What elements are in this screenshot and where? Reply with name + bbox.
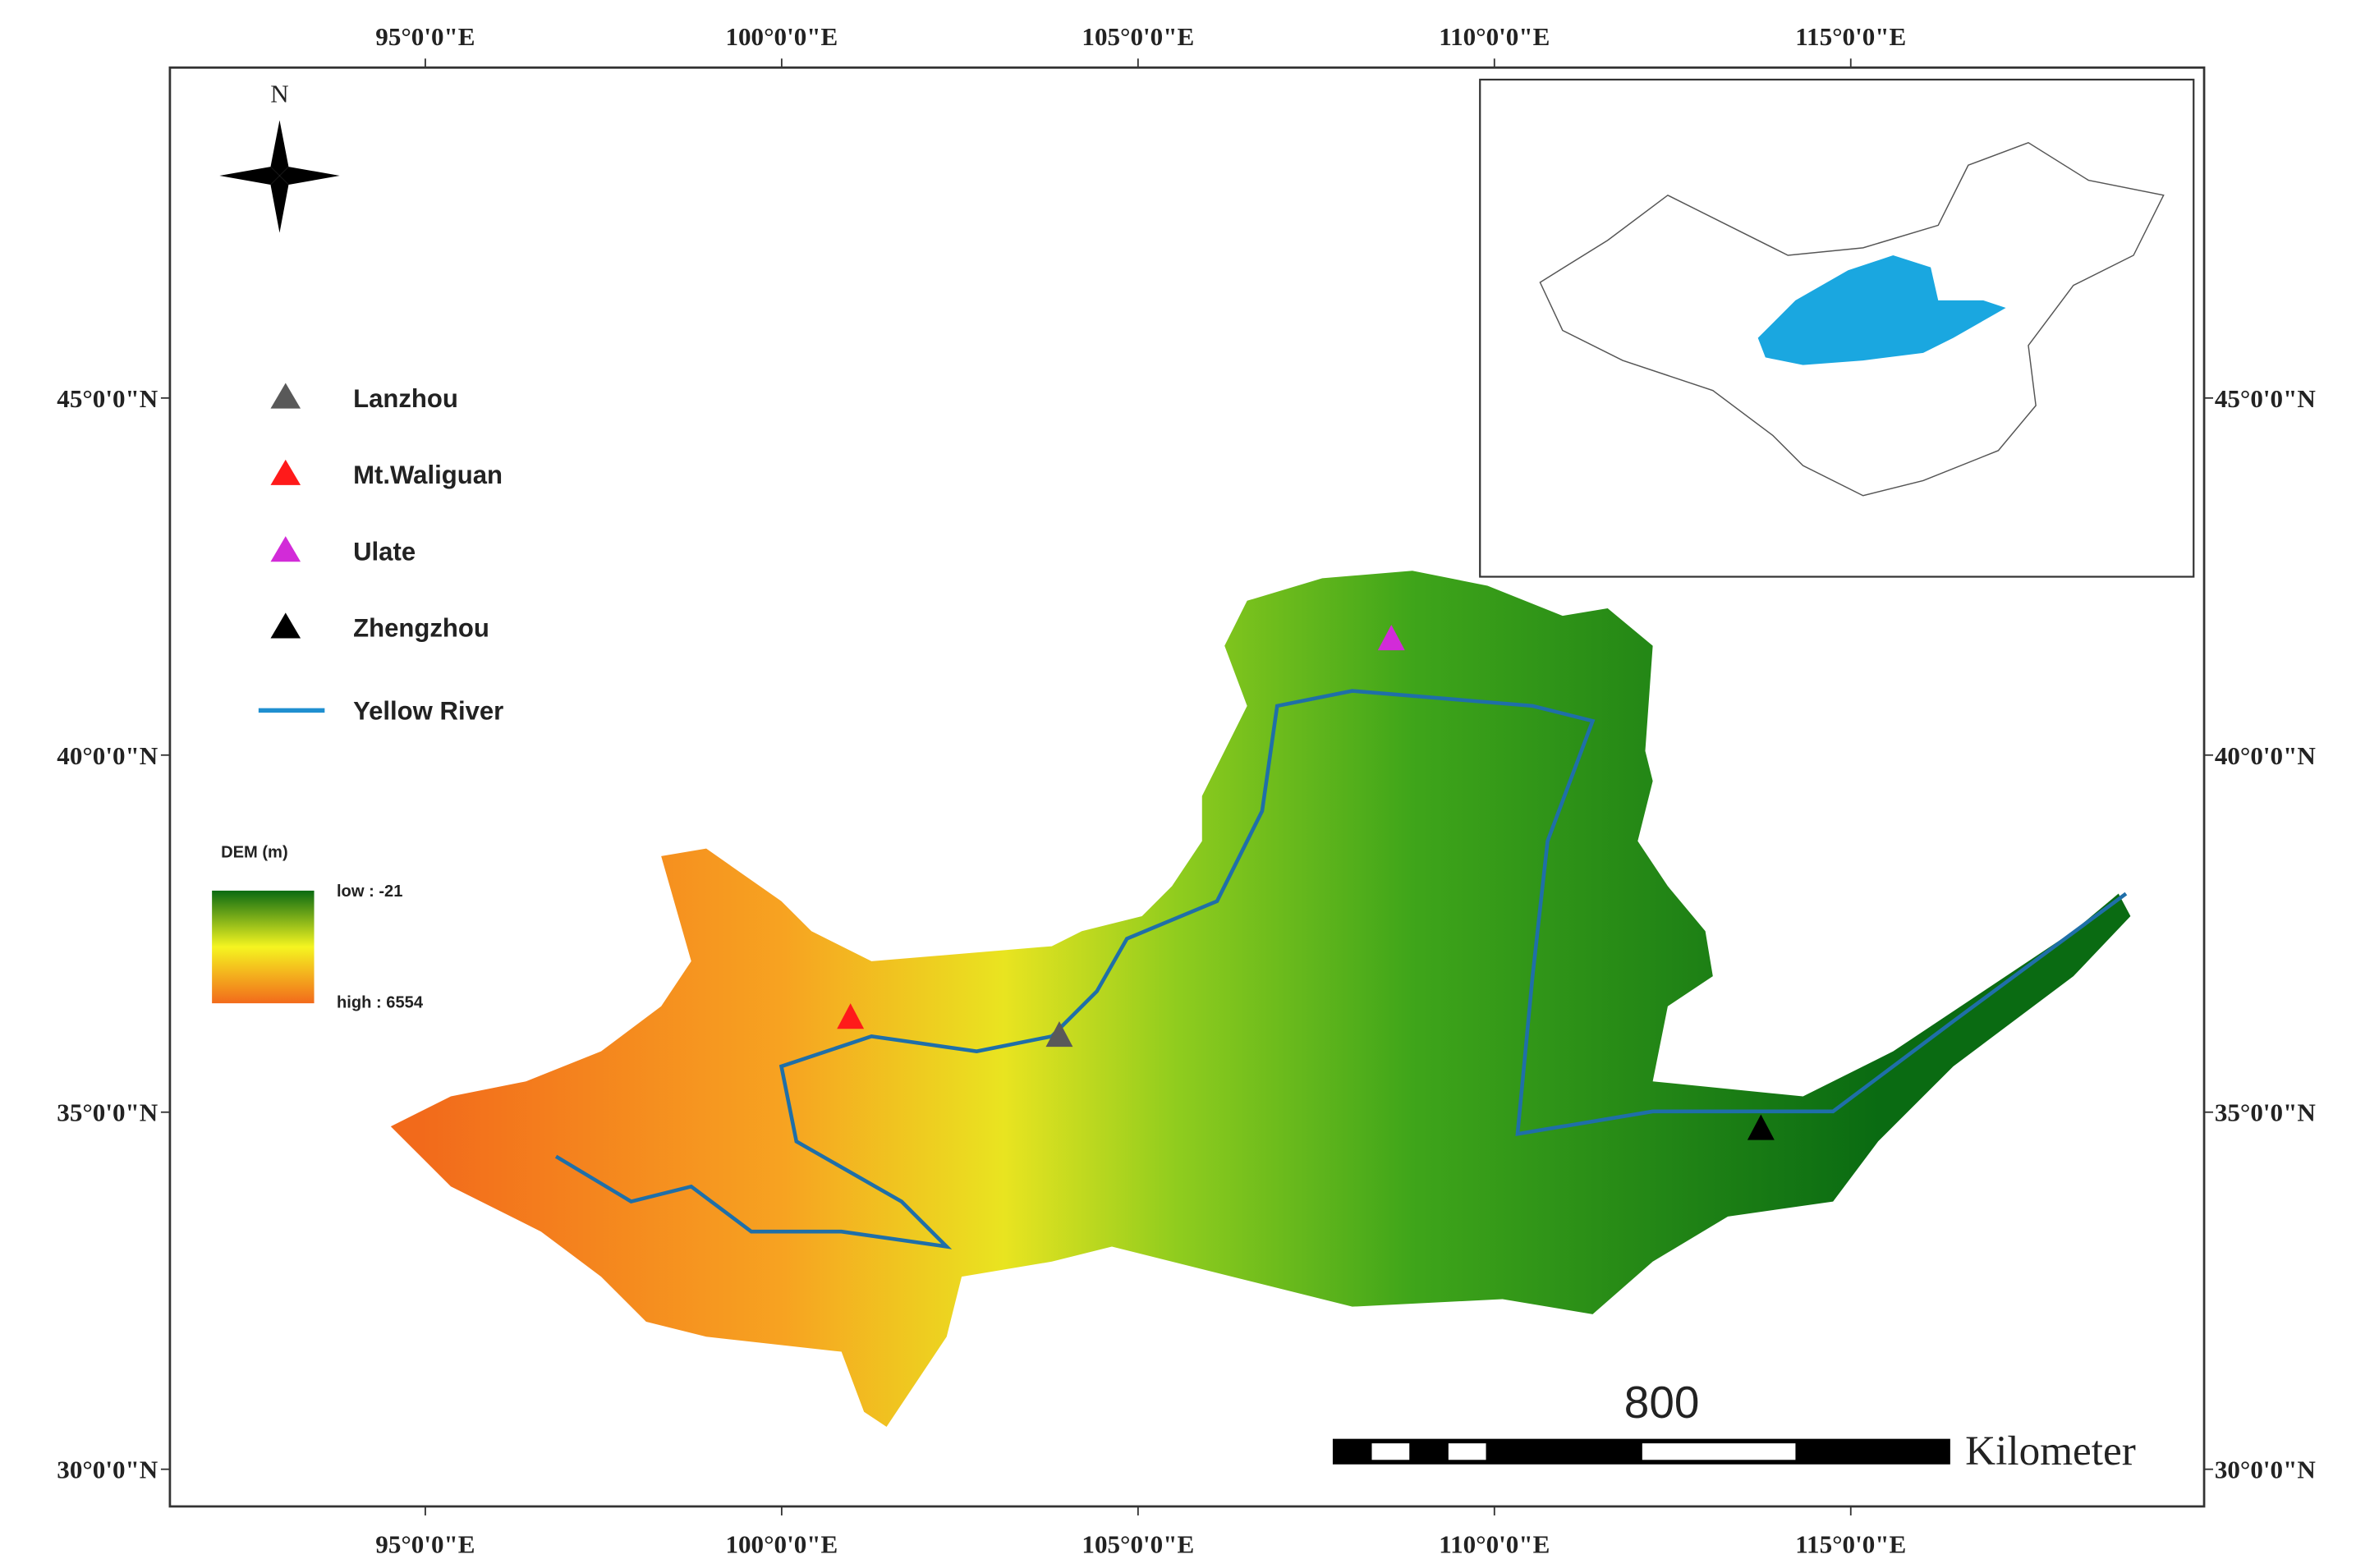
lon-tick-label: 100°0'0"E bbox=[725, 22, 838, 51]
legend-triangle bbox=[270, 536, 301, 562]
yellow-river-basin bbox=[390, 571, 2131, 1428]
legend-label: Yellow River bbox=[353, 696, 503, 725]
lon-tick-label: 110°0'0"E bbox=[1439, 1530, 1550, 1559]
lat-tick-label: 45°0'0"N bbox=[2215, 384, 2317, 413]
lon-tick-label: 95°0'0"E bbox=[375, 22, 475, 51]
graticule-ticks: 95°0'0"E 95°0'0"E 100°0'0"E 100°0'0"E 105°0'… bbox=[57, 22, 2316, 1559]
lon-tick-label: 105°0'0"E bbox=[1082, 22, 1194, 51]
lon-tick-label: 105°0'0"E bbox=[1082, 1530, 1194, 1559]
lat-tick-label: 35°0'0"N bbox=[2215, 1098, 2317, 1127]
legend-triangle bbox=[270, 459, 301, 485]
legend-label: Mt.Waliguan bbox=[353, 461, 503, 489]
dem-title: DEM (m) bbox=[221, 844, 288, 862]
legend-triangle bbox=[270, 612, 301, 639]
lat-tick-label: 40°0'0"N bbox=[57, 741, 158, 770]
legend-label: Ulate bbox=[353, 537, 416, 566]
legend-triangle bbox=[270, 383, 301, 409]
inset-basin bbox=[1757, 255, 2006, 365]
north-label: N bbox=[270, 79, 288, 108]
dem-high: high : 6554 bbox=[337, 994, 424, 1012]
station-zhengzhou bbox=[1747, 1114, 1775, 1140]
lat-tick-label: 40°0'0"N bbox=[2215, 741, 2317, 770]
lon-tick-label: 115°0'0"E bbox=[1795, 1530, 1906, 1559]
lon-tick-label: 95°0'0"E bbox=[375, 1530, 475, 1559]
scale-unit: Kilometer bbox=[1965, 1428, 2136, 1474]
scale-bar: 800 Kilometer bbox=[1332, 1377, 2136, 1474]
legend-label: Zhengzhou bbox=[353, 614, 489, 643]
scale-value: 800 bbox=[1624, 1377, 1700, 1428]
lon-tick-label: 115°0'0"E bbox=[1795, 22, 1906, 51]
lat-tick-label: 35°0'0"N bbox=[57, 1098, 158, 1127]
dem-ramp bbox=[212, 890, 315, 1004]
legend: Lanzhou Mt.Waliguan Ulate Zhengzhou Yellow R… bbox=[258, 383, 503, 725]
lat-tick-label: 30°0'0"N bbox=[2215, 1456, 2317, 1484]
dem-low: low : -21 bbox=[337, 883, 402, 901]
station-waliguan bbox=[837, 1003, 865, 1029]
lat-tick-label: 45°0'0"N bbox=[57, 384, 158, 413]
lon-tick-label: 110°0'0"E bbox=[1439, 22, 1550, 51]
lon-tick-label: 100°0'0"E bbox=[725, 1530, 838, 1559]
station-ulate bbox=[1377, 625, 1405, 651]
station-lanzhou bbox=[1045, 1021, 1073, 1048]
yellow-river bbox=[554, 689, 2128, 1249]
north-arrow: N bbox=[219, 79, 340, 233]
lat-tick-label: 30°0'0"N bbox=[57, 1456, 158, 1484]
legend-label: Lanzhou bbox=[353, 384, 458, 413]
